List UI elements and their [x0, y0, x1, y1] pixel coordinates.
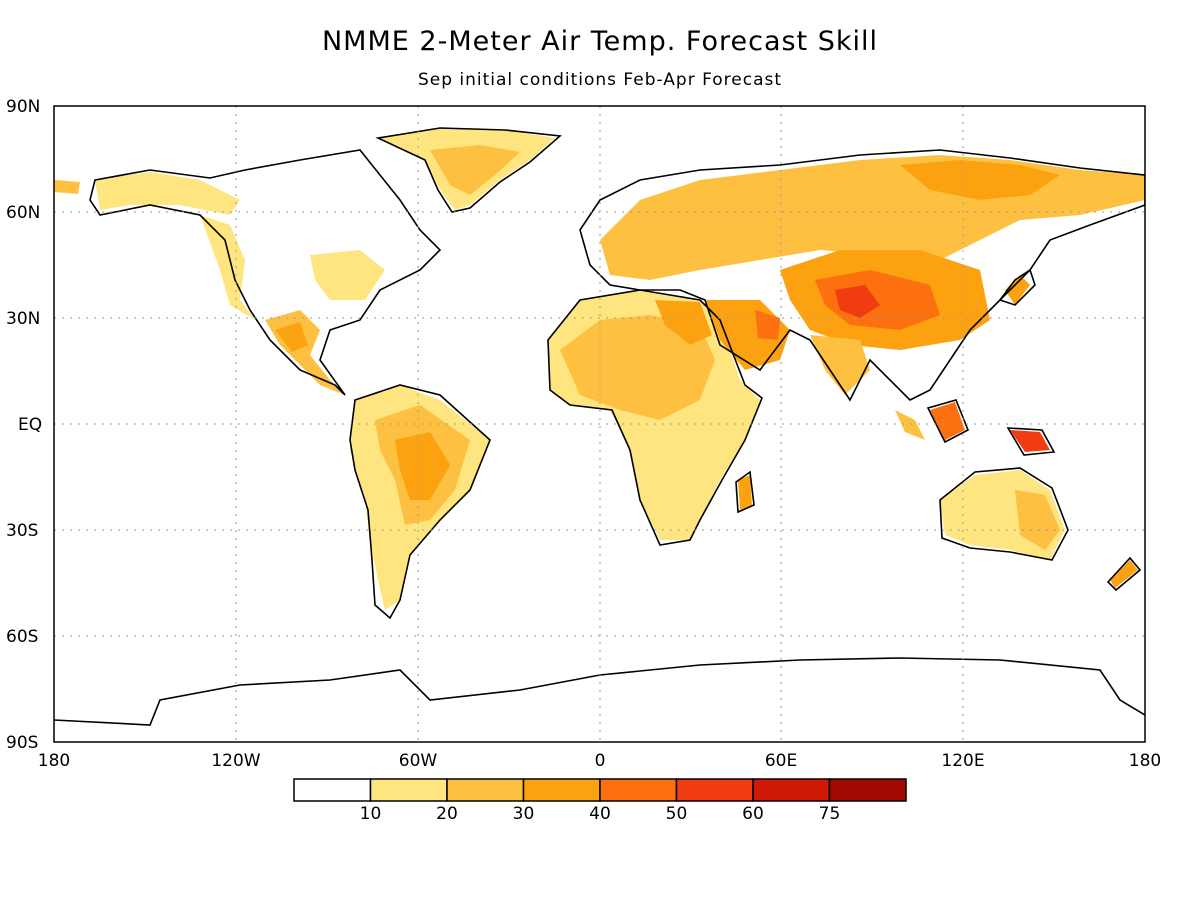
coastlines — [54, 127, 1145, 726]
coast-south-america — [349, 384, 491, 620]
colorbar-label: 20 — [436, 804, 458, 824]
lat-label: 60S — [6, 627, 38, 647]
coast-newguinea — [1006, 427, 1056, 456]
shade-madagascar — [738, 475, 752, 510]
shade-sa-hot — [395, 432, 450, 500]
lat-label: EQ — [18, 415, 42, 435]
map-title: NMME 2-Meter Air Temp. Forecast Skill — [321, 26, 879, 57]
colorbar-label: 60 — [742, 804, 764, 824]
shade-chukotka — [54, 180, 80, 194]
shade-newguinea — [1010, 430, 1050, 452]
lon-label: 60E — [765, 751, 797, 771]
shade-japan — [1005, 275, 1030, 305]
colorbar-label: 40 — [589, 804, 611, 824]
coast-eurasia — [579, 149, 1145, 402]
lon-labels: 180 120W 60W 0 60E 120E 180 — [38, 751, 1161, 771]
shade-egypt — [655, 300, 712, 345]
colorbar-swatch — [522, 778, 601, 802]
colorbar-swatch — [828, 778, 907, 802]
coast-greenland — [375, 127, 562, 213]
coast-newzealand — [1106, 556, 1142, 592]
shade-india — [810, 335, 870, 395]
lat-label: 90S — [6, 733, 38, 753]
lon-label: 120W — [211, 751, 260, 771]
shade-australia-east — [1015, 490, 1060, 550]
shade-tibet-core — [835, 285, 880, 318]
lat-label: 60N — [6, 203, 40, 223]
coast-borneo — [926, 399, 970, 444]
coast-japan — [998, 268, 1036, 306]
shade-east-us — [310, 250, 385, 300]
shade-tibet-hot — [815, 270, 940, 330]
shade-arabia-hot — [755, 310, 780, 340]
coast-north-america — [89, 149, 442, 396]
lat-labels: 90N 60N 30N EQ 30S 60S 90S — [6, 97, 42, 753]
colorbar-swatch — [599, 778, 678, 802]
lon-label: 120E — [941, 751, 984, 771]
lat-label: 30N — [6, 309, 40, 329]
shade-west-na — [200, 215, 255, 320]
lon-label: 180 — [1129, 751, 1161, 771]
map-frame — [53, 105, 1146, 743]
colorbar: 10 20 30 40 50 60 75 — [293, 778, 907, 824]
colorbar-swatch — [675, 778, 754, 802]
map-subtitle: Sep initial conditions Feb-Apr Forecast — [417, 70, 783, 90]
colorbar-swatch — [752, 778, 831, 802]
colorbar-label: 50 — [666, 804, 688, 824]
colorbar-label: 10 — [360, 804, 382, 824]
colorbar-label: 75 — [819, 804, 841, 824]
shade-africa-core — [560, 315, 715, 420]
shade-siberia-hot — [900, 160, 1060, 200]
lon-label: 60W — [399, 751, 438, 771]
coast-africa — [547, 289, 763, 546]
skill-shading — [54, 128, 1145, 610]
shade-borneo — [930, 402, 965, 440]
shade-mexico — [265, 310, 345, 395]
lon-label: 0 — [595, 751, 606, 771]
colorbar-swatch — [369, 778, 448, 802]
colorbar-swatch — [446, 778, 525, 802]
colorbar-label: 30 — [513, 804, 535, 824]
graticule — [54, 106, 1145, 742]
shade-greenland-core — [430, 145, 520, 195]
shade-sumatra — [895, 410, 925, 440]
lat-label: 30S — [6, 521, 38, 541]
coast-antarctica — [54, 657, 1145, 726]
lon-label: 180 — [38, 751, 70, 771]
shade-alaska — [95, 172, 240, 215]
lat-label: 90N — [6, 97, 40, 117]
shade-mexico-core — [275, 322, 308, 352]
shade-newzealand — [1110, 560, 1138, 588]
colorbar-swatch — [293, 778, 372, 802]
coast-madagascar — [735, 470, 755, 514]
coast-australia — [939, 467, 1069, 561]
